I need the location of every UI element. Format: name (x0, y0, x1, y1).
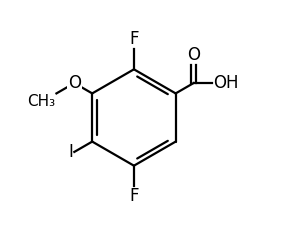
Text: F: F (129, 30, 139, 48)
Text: OH: OH (213, 74, 238, 92)
Text: I: I (68, 143, 73, 161)
Text: O: O (187, 46, 200, 64)
Text: CH₃: CH₃ (27, 94, 56, 109)
Text: F: F (129, 187, 139, 205)
Text: O: O (68, 74, 81, 92)
